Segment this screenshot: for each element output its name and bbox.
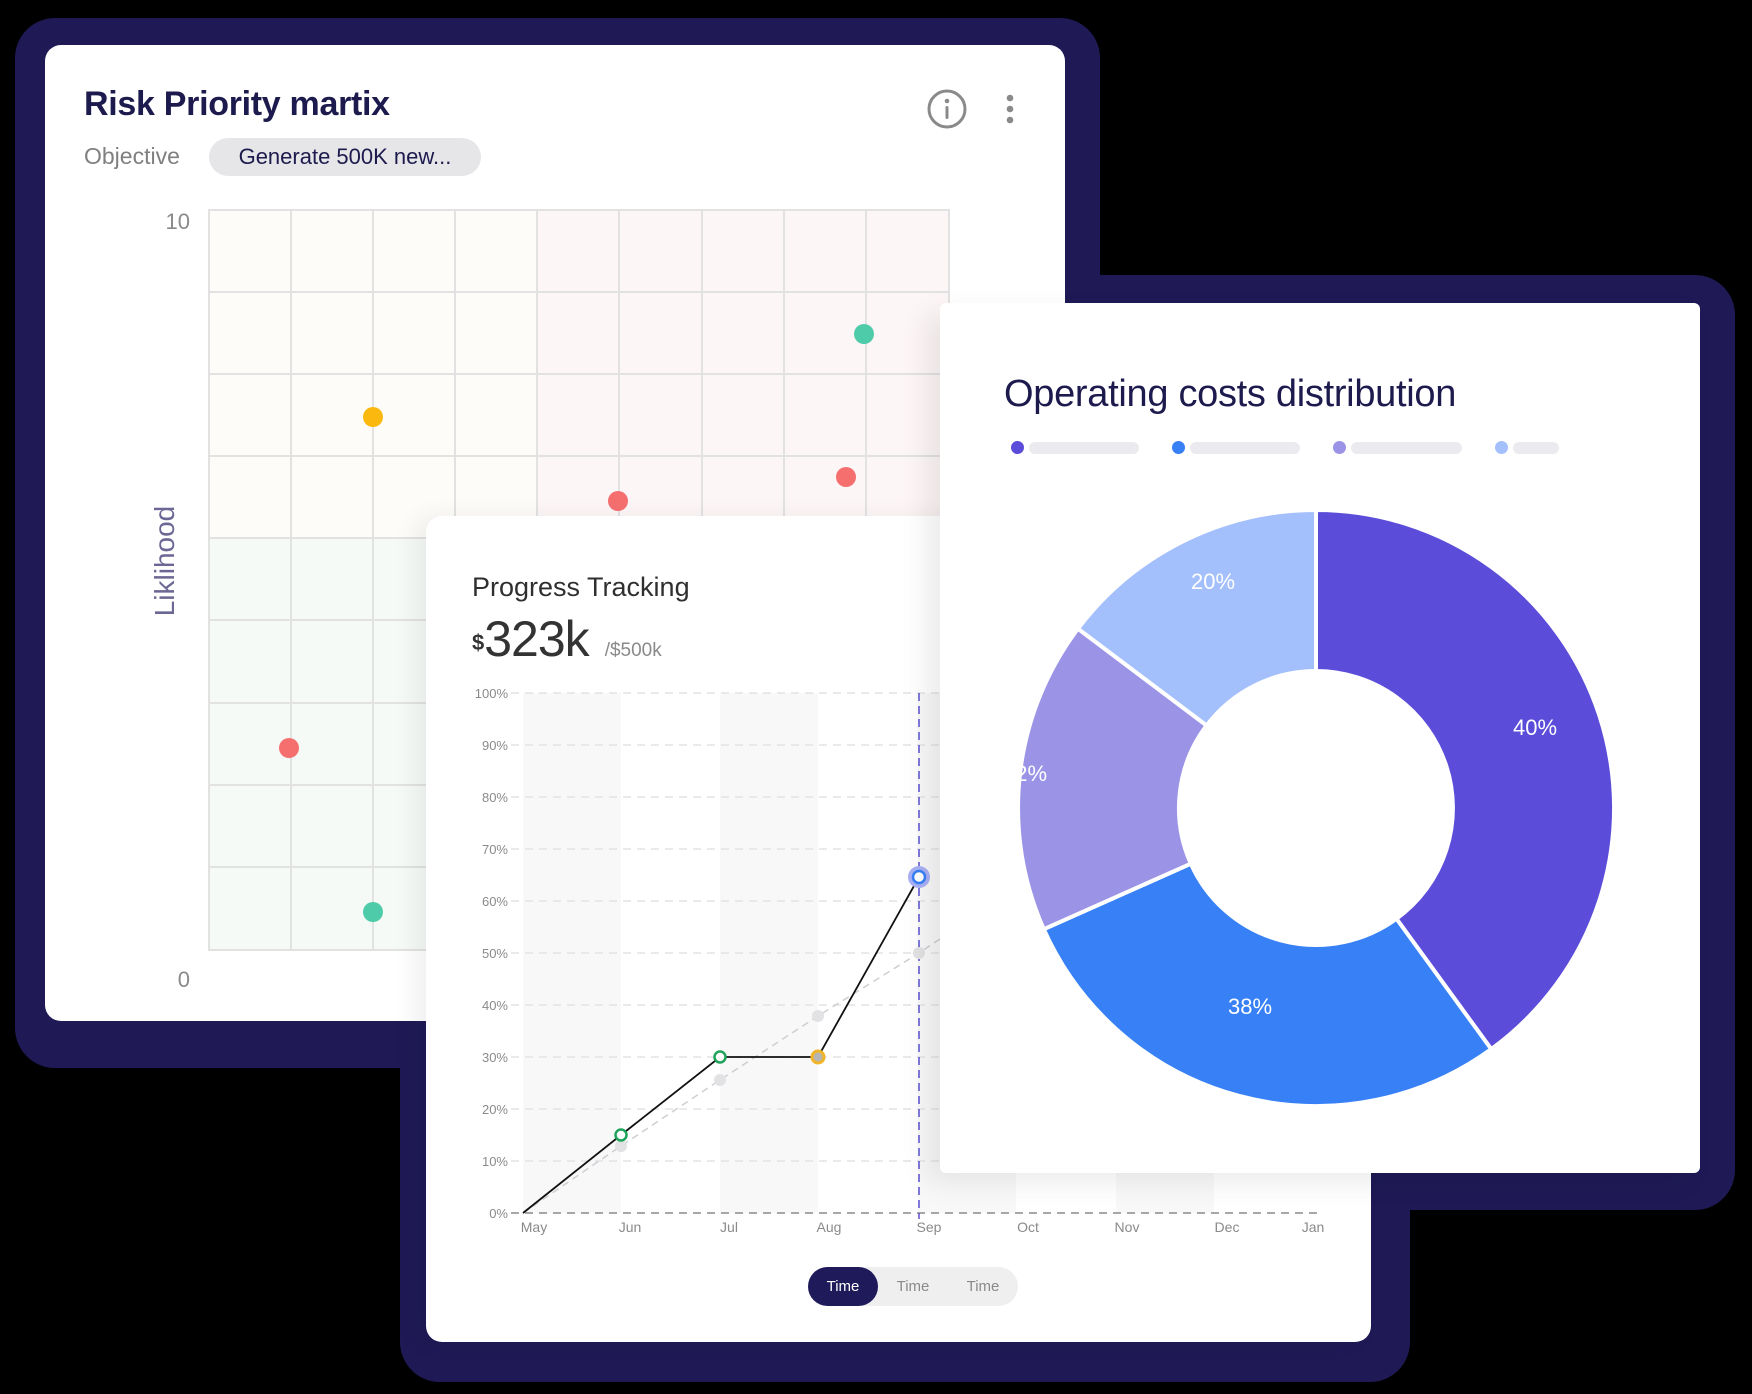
operating-costs-card: Operating costs distribution bbox=[940, 303, 1700, 1173]
risk-point bbox=[363, 407, 383, 427]
svg-text:70%: 70% bbox=[482, 842, 508, 857]
risk-point bbox=[279, 738, 299, 758]
legend-label-placeholder bbox=[1190, 441, 1300, 454]
svg-text:10%: 10% bbox=[482, 1154, 508, 1169]
legend-dot-icon bbox=[1172, 441, 1185, 454]
operating-costs-title: Operating costs distribution bbox=[1004, 373, 1457, 415]
svg-text:May: May bbox=[521, 1219, 547, 1235]
time-segment-2[interactable]: Time bbox=[896, 1278, 930, 1295]
currency-symbol: $ bbox=[472, 630, 485, 655]
info-icon[interactable] bbox=[927, 89, 967, 129]
kebab-menu-icon[interactable] bbox=[1000, 89, 1020, 129]
svg-text:Jun: Jun bbox=[619, 1219, 642, 1235]
svg-text:100%: 100% bbox=[475, 686, 509, 701]
svg-text:Oct: Oct bbox=[1017, 1219, 1039, 1235]
risk-point bbox=[608, 491, 628, 511]
svg-text:40%: 40% bbox=[482, 998, 508, 1013]
legend-item bbox=[1495, 441, 1559, 454]
y-axis-min-label: 0 bbox=[177, 967, 190, 992]
risk-point bbox=[854, 324, 874, 344]
donut-slice-20 bbox=[1075, 507, 1318, 729]
svg-text:50%: 50% bbox=[482, 946, 508, 961]
legend-item bbox=[1172, 441, 1300, 454]
svg-text:90%: 90% bbox=[482, 738, 508, 753]
target-amount: /$500k bbox=[604, 640, 662, 661]
svg-text:20%: 20% bbox=[1191, 569, 1235, 594]
progress-title: Progress Tracking bbox=[472, 572, 690, 602]
donut-slice-38 bbox=[1041, 861, 1494, 1109]
svg-text:Nov: Nov bbox=[1115, 1219, 1140, 1235]
svg-text:80%: 80% bbox=[482, 790, 508, 805]
legend-label-placeholder bbox=[1351, 441, 1462, 454]
svg-text:Aug: Aug bbox=[817, 1219, 842, 1235]
legend-item bbox=[1333, 441, 1462, 454]
progress-value: $323k /$500k bbox=[472, 610, 662, 668]
legend-label-placeholder bbox=[1029, 441, 1139, 454]
svg-text:0%: 0% bbox=[489, 1206, 508, 1221]
svg-text:22%: 22% bbox=[1003, 761, 1047, 786]
y-axis-max-label: 10 bbox=[165, 209, 190, 234]
legend-dot-icon bbox=[1011, 441, 1024, 454]
legend-item bbox=[1011, 441, 1139, 454]
donut-legend bbox=[1011, 441, 1592, 454]
svg-text:40%: 40% bbox=[1513, 715, 1557, 740]
donut-slice-22 bbox=[1016, 625, 1210, 932]
risk-matrix-title: Risk Priority martix bbox=[84, 85, 390, 123]
y-axis-title: Liklihood bbox=[149, 505, 180, 617]
donut-chart: 40% 38% 22% 20% bbox=[1003, 507, 1617, 1109]
objective-label: Objective bbox=[84, 143, 180, 169]
legend-label-placeholder bbox=[1513, 441, 1559, 454]
current-amount: 323k bbox=[484, 611, 589, 667]
risk-point bbox=[836, 467, 856, 487]
svg-text:60%: 60% bbox=[482, 894, 508, 909]
time-segment-1[interactable]: Time bbox=[808, 1267, 878, 1306]
objective-selector[interactable]: Generate 500K new... bbox=[209, 138, 481, 176]
legend-dot-icon bbox=[1495, 441, 1508, 454]
svg-text:20%: 20% bbox=[482, 1102, 508, 1117]
svg-text:Jan: Jan bbox=[1302, 1219, 1325, 1235]
time-segmented-control: Time Time Time bbox=[808, 1267, 1018, 1306]
risk-point bbox=[363, 902, 383, 922]
donut-slice-40 bbox=[1314, 507, 1617, 1052]
svg-text:30%: 30% bbox=[482, 1050, 508, 1065]
time-segment-3[interactable]: Time bbox=[966, 1278, 1000, 1295]
svg-text:Jul: Jul bbox=[720, 1219, 738, 1235]
legend-dot-icon bbox=[1333, 441, 1346, 454]
svg-text:38%: 38% bbox=[1228, 994, 1272, 1019]
svg-text:Sep: Sep bbox=[917, 1219, 942, 1235]
svg-text:Dec: Dec bbox=[1215, 1219, 1240, 1235]
